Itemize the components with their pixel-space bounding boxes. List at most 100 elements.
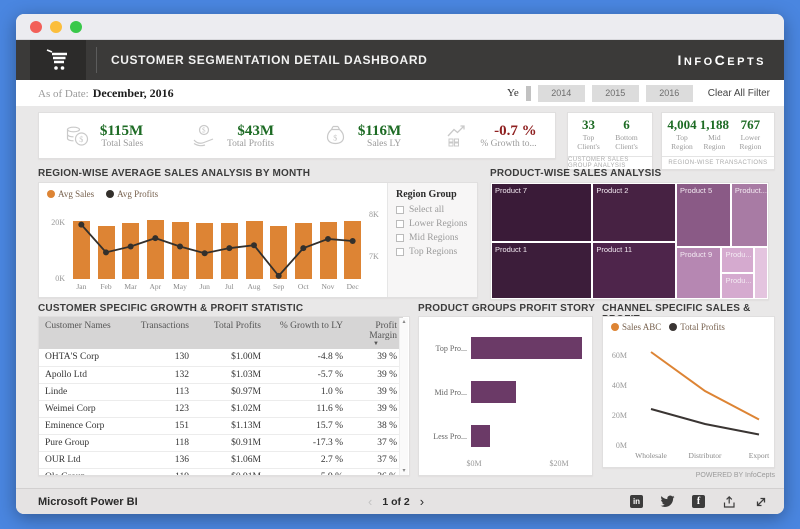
- column-header[interactable]: % Growth to LY: [267, 317, 349, 349]
- customer-name-cell: Apollo Ltd: [39, 366, 131, 384]
- svg-text:$: $: [79, 135, 83, 144]
- region-group-option[interactable]: Top Regions: [396, 247, 477, 257]
- growth-cell: -5.9 %: [267, 468, 349, 475]
- share-icon[interactable]: [722, 495, 737, 509]
- prev-page-button[interactable]: ‹: [368, 494, 373, 509]
- column-header[interactable]: Transactions: [131, 317, 195, 349]
- year-button-2015[interactable]: 2015: [591, 84, 639, 102]
- expand-icon[interactable]: [754, 495, 768, 509]
- kpi-sales-ly: $ $116M Sales LY: [297, 113, 426, 158]
- kpi-summary-card: $ $115M Total Sales $ $43M Total Profits: [38, 112, 556, 159]
- table-row[interactable]: Apollo Ltd 132 $1.03M -5.7 % 39 %: [39, 366, 403, 384]
- legend-item: Sales ABC: [611, 322, 661, 332]
- y-axis-label: 0K: [55, 274, 65, 283]
- table-row[interactable]: Eminence Corp 151 $1.13M 15.7 % 38 %: [39, 417, 403, 435]
- table-header: Customer Names Transactions Total Profits%…: [39, 317, 403, 349]
- checkbox-icon[interactable]: [396, 206, 404, 214]
- treemap-cell[interactable]: Product 2: [592, 183, 677, 242]
- column-header[interactable]: Profit Margin ▼: [349, 317, 403, 349]
- table-row[interactable]: Linde 113 $0.97M 1.0 % 39 %: [39, 383, 403, 401]
- profit-margin-cell: 39 %: [349, 366, 403, 384]
- svg-text:$: $: [202, 127, 206, 135]
- customer-table-title: CUSTOMER SPECIFIC GROWTH & PROFIT STATIS…: [38, 303, 304, 314]
- table-row[interactable]: Ole Group119$0.91M-5.9 %36 %: [39, 468, 403, 475]
- kpi-value: -0.7 %: [494, 122, 537, 139]
- treemap-cell[interactable]: Product 1: [491, 241, 593, 299]
- treemap-cell[interactable]: Produ...: [721, 273, 754, 299]
- checkbox-icon[interactable]: [396, 220, 404, 228]
- checkbox-icon[interactable]: [396, 248, 404, 256]
- x-axis-label: Aug: [247, 282, 261, 291]
- table-body: OHTA'S Corp 130 $1.00M -4.8 % 39 % Apollo Ltd…: [39, 349, 403, 475]
- facebook-icon[interactable]: f: [692, 495, 705, 508]
- powered-by-text: POWERED BY InfoCepts: [695, 472, 775, 479]
- bar-category-label: Less Pro...: [433, 432, 467, 441]
- profit-story-bar[interactable]: [471, 425, 490, 447]
- treemap-cell[interactable]: Product...: [730, 183, 768, 248]
- column-header[interactable]: Total Profits: [195, 317, 267, 349]
- close-window-button[interactable]: [30, 21, 42, 33]
- region-group-option[interactable]: Mid Regions: [396, 233, 477, 243]
- treemap-cell-label: Produ...: [725, 276, 752, 286]
- header-divider: [96, 47, 97, 73]
- kpi-label: Total Profits: [226, 138, 275, 149]
- svg-text:$: $: [333, 134, 337, 143]
- dashboard-title: CUSTOMER SEGMENTATION DETAIL DASHBOARD: [111, 53, 428, 67]
- scroll-down-icon[interactable]: ▾: [402, 468, 406, 474]
- dashboard-header: CUSTOMER SEGMENTATION DETAIL DASHBOARD I…: [16, 40, 784, 80]
- year-slicer-handle[interactable]: [525, 85, 531, 101]
- treemap-cell-label: Product 5: [680, 186, 713, 195]
- year-slicer-label: Ye: [507, 87, 519, 99]
- region-group-option[interactable]: Select all: [396, 205, 477, 215]
- transactions-cell: 130: [131, 349, 195, 367]
- region-transactions-card: 4,004 Top Region 1,188 Mid Region 767 Lo…: [661, 112, 775, 170]
- column-header[interactable]: Customer Names: [39, 317, 131, 349]
- legend-dot-icon: [106, 190, 115, 198]
- region-card-caption: REGION-WISE TRANSACTIONS: [662, 156, 774, 169]
- year-button-2016[interactable]: 2016: [645, 84, 693, 102]
- table-row[interactable]: OUR Ltd 136 $1.06M 2.7 % 37 %: [39, 451, 403, 469]
- profit-story-bar[interactable]: [471, 381, 517, 403]
- treemap-cell[interactable]: [753, 247, 768, 299]
- legend-item: Avg Profits: [106, 189, 158, 199]
- treemap-cell[interactable]: Produ...: [721, 247, 754, 274]
- transactions-cell: 132: [131, 366, 195, 384]
- checkbox-icon[interactable]: [396, 234, 404, 242]
- treemap-cell[interactable]: Product 9: [676, 247, 722, 299]
- total-profits-cell: $1.02M: [195, 400, 267, 418]
- customer-table-panel: Customer Names Transactions Total Profits%…: [38, 316, 410, 476]
- kpi-total-sales: $ $115M Total Sales: [39, 113, 168, 158]
- profit-story-bar[interactable]: [471, 337, 582, 359]
- twitter-icon[interactable]: [660, 495, 675, 508]
- year-button-2014[interactable]: 2014: [537, 84, 585, 102]
- x-axis-label: Nov: [321, 282, 335, 291]
- legend-item: Avg Sales: [47, 189, 94, 199]
- browser-window: CUSTOMER SEGMENTATION DETAIL DASHBOARD I…: [16, 14, 784, 514]
- top-clients-metric: 33 Top Client's: [577, 117, 600, 151]
- zoom-window-button[interactable]: [70, 21, 82, 33]
- legend-label: Avg Sales: [58, 189, 95, 199]
- profit-margin-cell: 37 %: [349, 434, 403, 452]
- transactions-cell: 151: [131, 417, 195, 435]
- channel-chart-legend: Sales ABC Total Profits: [611, 322, 725, 332]
- profit-margin-cell: 39 %: [349, 349, 403, 367]
- region-group-option[interactable]: Lower Regions: [396, 219, 477, 229]
- table-row[interactable]: Weimei Corp 123 $1.02M 11.6 % 39 %: [39, 400, 403, 418]
- transactions-cell: 136: [131, 451, 195, 469]
- x-axis-tick: $0M: [466, 459, 482, 468]
- scroll-up-icon[interactable]: ▴: [402, 319, 406, 325]
- treemap-cell[interactable]: Product 11: [592, 241, 677, 299]
- treemap-cell[interactable]: Product 7: [491, 183, 593, 242]
- table-row[interactable]: Pure Group 118 $0.91M -17.3 % 37 %: [39, 434, 403, 452]
- treemap-cell-label: Product...: [734, 186, 767, 195]
- linkedin-icon[interactable]: in: [630, 495, 643, 508]
- clear-all-filter-link[interactable]: Clear All Filter: [707, 87, 770, 99]
- avg-profits-line: [78, 221, 356, 279]
- next-page-button[interactable]: ›: [419, 494, 425, 509]
- avg-sales-bar: [146, 220, 164, 279]
- table-row[interactable]: OHTA'S Corp 130 $1.00M -4.8 % 39 %: [39, 349, 403, 367]
- minimize-window-button[interactable]: [50, 21, 62, 33]
- kpi-growth: -0.7 % % Growth to...: [426, 113, 555, 158]
- table-scrollbar[interactable]: ▴ ▾: [399, 318, 408, 475]
- treemap-cell[interactable]: Product 5: [676, 183, 731, 248]
